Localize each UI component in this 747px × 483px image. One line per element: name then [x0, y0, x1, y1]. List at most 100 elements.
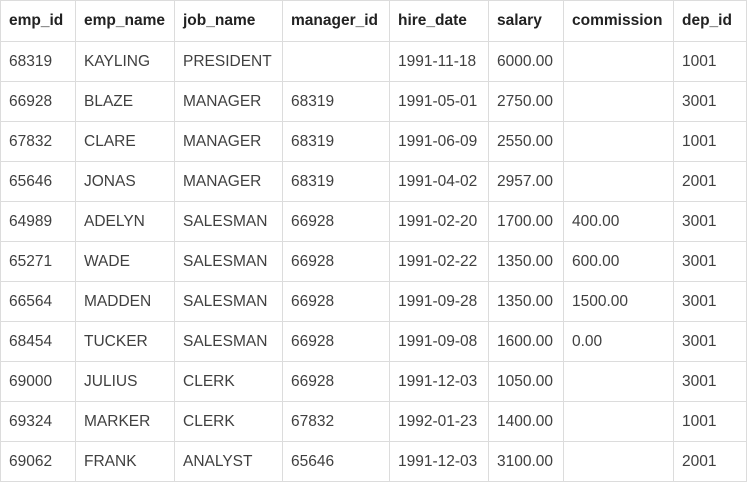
manager-id-cell: 66928 [282, 281, 390, 322]
manager-id-cell: 68319 [282, 81, 390, 122]
commission-cell [563, 361, 674, 402]
dep-id-cell: 1001 [673, 121, 747, 162]
dep-id-cell: 3001 [673, 201, 747, 242]
emp-name-cell: TUCKER [75, 321, 175, 362]
emp-name-cell: JULIUS [75, 361, 175, 402]
dep-id-cell: 1001 [673, 41, 747, 82]
emp-id-cell: 68319 [0, 41, 76, 82]
hire-date-cell: 1991-09-28 [389, 281, 489, 322]
column-header-dep-id: dep_id [673, 0, 747, 42]
hire-date-cell: 1991-11-18 [389, 41, 489, 82]
hire-date-cell: 1991-09-08 [389, 321, 489, 362]
salary-cell: 1350.00 [488, 241, 564, 282]
salary-cell: 3100.00 [488, 441, 564, 482]
job-name-cell: MANAGER [174, 81, 283, 122]
hire-date-cell: 1991-02-20 [389, 201, 489, 242]
salary-cell: 2957.00 [488, 161, 564, 202]
column-header-emp-name: emp_name [75, 0, 175, 42]
manager-id-cell [282, 41, 390, 82]
salary-cell: 2750.00 [488, 81, 564, 122]
table-row: 69062 FRANK ANALYST 65646 1991-12-03 3100.00 2… [0, 441, 747, 482]
table-row: 65271 WADE SALESMAN 66928 1991-02-22 1350.00 6… [0, 241, 747, 282]
salary-cell: 1600.00 [488, 321, 564, 362]
commission-cell [563, 121, 674, 162]
manager-id-cell: 66928 [282, 361, 390, 402]
table-row: 66564 MADDEN SALESMAN 66928 1991-09-28 1350.0… [0, 281, 747, 322]
table-row: 66928 BLAZE MANAGER 68319 1991-05-01 2750.00 3… [0, 81, 747, 122]
hire-date-cell: 1991-02-22 [389, 241, 489, 282]
column-header-salary: salary [488, 0, 564, 42]
table-row: 65646 JONAS MANAGER 68319 1991-04-02 2957.00 2… [0, 161, 747, 202]
commission-cell: 1500.00 [563, 281, 674, 322]
job-name-cell: ANALYST [174, 441, 283, 482]
emp-id-cell: 69000 [0, 361, 76, 402]
table-row: 64989 ADELYN SALESMAN 66928 1991-02-20 1700.0… [0, 201, 747, 242]
salary-cell: 1350.00 [488, 281, 564, 322]
emp-id-cell: 66928 [0, 81, 76, 122]
job-name-cell: CLERK [174, 361, 283, 402]
job-name-cell: PRESIDENT [174, 41, 283, 82]
manager-id-cell: 67832 [282, 401, 390, 442]
commission-cell [563, 81, 674, 122]
manager-id-cell: 68319 [282, 121, 390, 162]
emp-name-cell: MARKER [75, 401, 175, 442]
salary-cell: 1050.00 [488, 361, 564, 402]
table-row: 68454 TUCKER SALESMAN 66928 1991-09-08 1600.0… [0, 321, 747, 362]
dep-id-cell: 3001 [673, 241, 747, 282]
emp-name-cell: JONAS [75, 161, 175, 202]
salary-cell: 1700.00 [488, 201, 564, 242]
dep-id-cell: 3001 [673, 81, 747, 122]
salary-cell: 1400.00 [488, 401, 564, 442]
hire-date-cell: 1992-01-23 [389, 401, 489, 442]
commission-cell [563, 441, 674, 482]
emp-id-cell: 67832 [0, 121, 76, 162]
hire-date-cell: 1991-12-03 [389, 361, 489, 402]
commission-cell: 600.00 [563, 241, 674, 282]
emp-id-cell: 64989 [0, 201, 76, 242]
job-name-cell: MANAGER [174, 121, 283, 162]
column-header-commission: commission [563, 0, 674, 42]
emp-id-cell: 69062 [0, 441, 76, 482]
manager-id-cell: 68319 [282, 161, 390, 202]
job-name-cell: SALESMAN [174, 321, 283, 362]
table-header: emp_id emp_name job_name manager_id hire… [0, 0, 747, 42]
job-name-cell: SALESMAN [174, 201, 283, 242]
table-row: 67832 CLARE MANAGER 68319 1991-06-09 2550.00 1… [0, 121, 747, 162]
commission-cell [563, 401, 674, 442]
dep-id-cell: 3001 [673, 281, 747, 322]
emp-name-cell: KAYLING [75, 41, 175, 82]
manager-id-cell: 65646 [282, 441, 390, 482]
column-header-emp-id: emp_id [0, 0, 76, 42]
emp-name-cell: FRANK [75, 441, 175, 482]
table-row: 69324 MARKER CLERK 67832 1992-01-23 1400.00 10… [0, 401, 747, 442]
commission-cell: 400.00 [563, 201, 674, 242]
emp-name-cell: MADDEN [75, 281, 175, 322]
column-header-job-name: job_name [174, 0, 283, 42]
job-name-cell: CLERK [174, 401, 283, 442]
emp-name-cell: WADE [75, 241, 175, 282]
column-header-hire-date: hire_date [389, 0, 489, 42]
header-row: emp_id emp_name job_name manager_id hire… [0, 0, 747, 42]
hire-date-cell: 1991-05-01 [389, 81, 489, 122]
hire-date-cell: 1991-06-09 [389, 121, 489, 162]
job-name-cell: SALESMAN [174, 241, 283, 282]
dep-id-cell: 3001 [673, 321, 747, 362]
hire-date-cell: 1991-04-02 [389, 161, 489, 202]
column-header-manager-id: manager_id [282, 0, 390, 42]
dep-id-cell: 3001 [673, 361, 747, 402]
manager-id-cell: 66928 [282, 201, 390, 242]
emp-id-cell: 65646 [0, 161, 76, 202]
emp-id-cell: 66564 [0, 281, 76, 322]
commission-cell [563, 161, 674, 202]
commission-cell [563, 41, 674, 82]
emp-id-cell: 65271 [0, 241, 76, 282]
table-body: 68319 KAYLING PRESIDENT 1991-11-18 6000.00 10… [0, 41, 747, 482]
table-row: 69000 JULIUS CLERK 66928 1991-12-03 1050.00 30… [0, 361, 747, 402]
job-name-cell: SALESMAN [174, 281, 283, 322]
emp-id-cell: 69324 [0, 401, 76, 442]
manager-id-cell: 66928 [282, 321, 390, 362]
dep-id-cell: 2001 [673, 161, 747, 202]
manager-id-cell: 66928 [282, 241, 390, 282]
emp-name-cell: CLARE [75, 121, 175, 162]
